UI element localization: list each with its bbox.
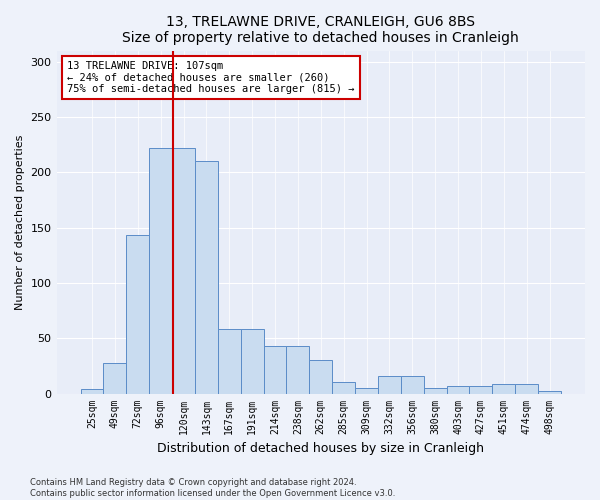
Bar bbox=[286, 346, 310, 394]
X-axis label: Distribution of detached houses by size in Cranleigh: Distribution of detached houses by size … bbox=[157, 442, 484, 455]
Bar bbox=[424, 388, 446, 394]
Bar bbox=[310, 360, 332, 394]
Bar bbox=[80, 389, 103, 394]
Bar bbox=[195, 161, 218, 394]
Bar bbox=[355, 388, 378, 394]
Bar bbox=[241, 330, 263, 394]
Bar bbox=[172, 148, 195, 394]
Text: 13 TRELAWNE DRIVE: 107sqm
← 24% of detached houses are smaller (260)
75% of semi: 13 TRELAWNE DRIVE: 107sqm ← 24% of detac… bbox=[67, 61, 355, 94]
Bar bbox=[515, 384, 538, 394]
Title: 13, TRELAWNE DRIVE, CRANLEIGH, GU6 8BS
Size of property relative to detached hou: 13, TRELAWNE DRIVE, CRANLEIGH, GU6 8BS S… bbox=[122, 15, 519, 45]
Bar bbox=[218, 330, 241, 394]
Bar bbox=[493, 384, 515, 394]
Y-axis label: Number of detached properties: Number of detached properties bbox=[15, 134, 25, 310]
Bar bbox=[127, 236, 149, 394]
Bar bbox=[263, 346, 286, 394]
Bar bbox=[149, 148, 172, 394]
Bar bbox=[103, 362, 127, 394]
Bar bbox=[332, 382, 355, 394]
Bar bbox=[378, 376, 401, 394]
Bar bbox=[469, 386, 493, 394]
Text: Contains HM Land Registry data © Crown copyright and database right 2024.
Contai: Contains HM Land Registry data © Crown c… bbox=[30, 478, 395, 498]
Bar bbox=[446, 386, 469, 394]
Bar bbox=[538, 392, 561, 394]
Bar bbox=[401, 376, 424, 394]
